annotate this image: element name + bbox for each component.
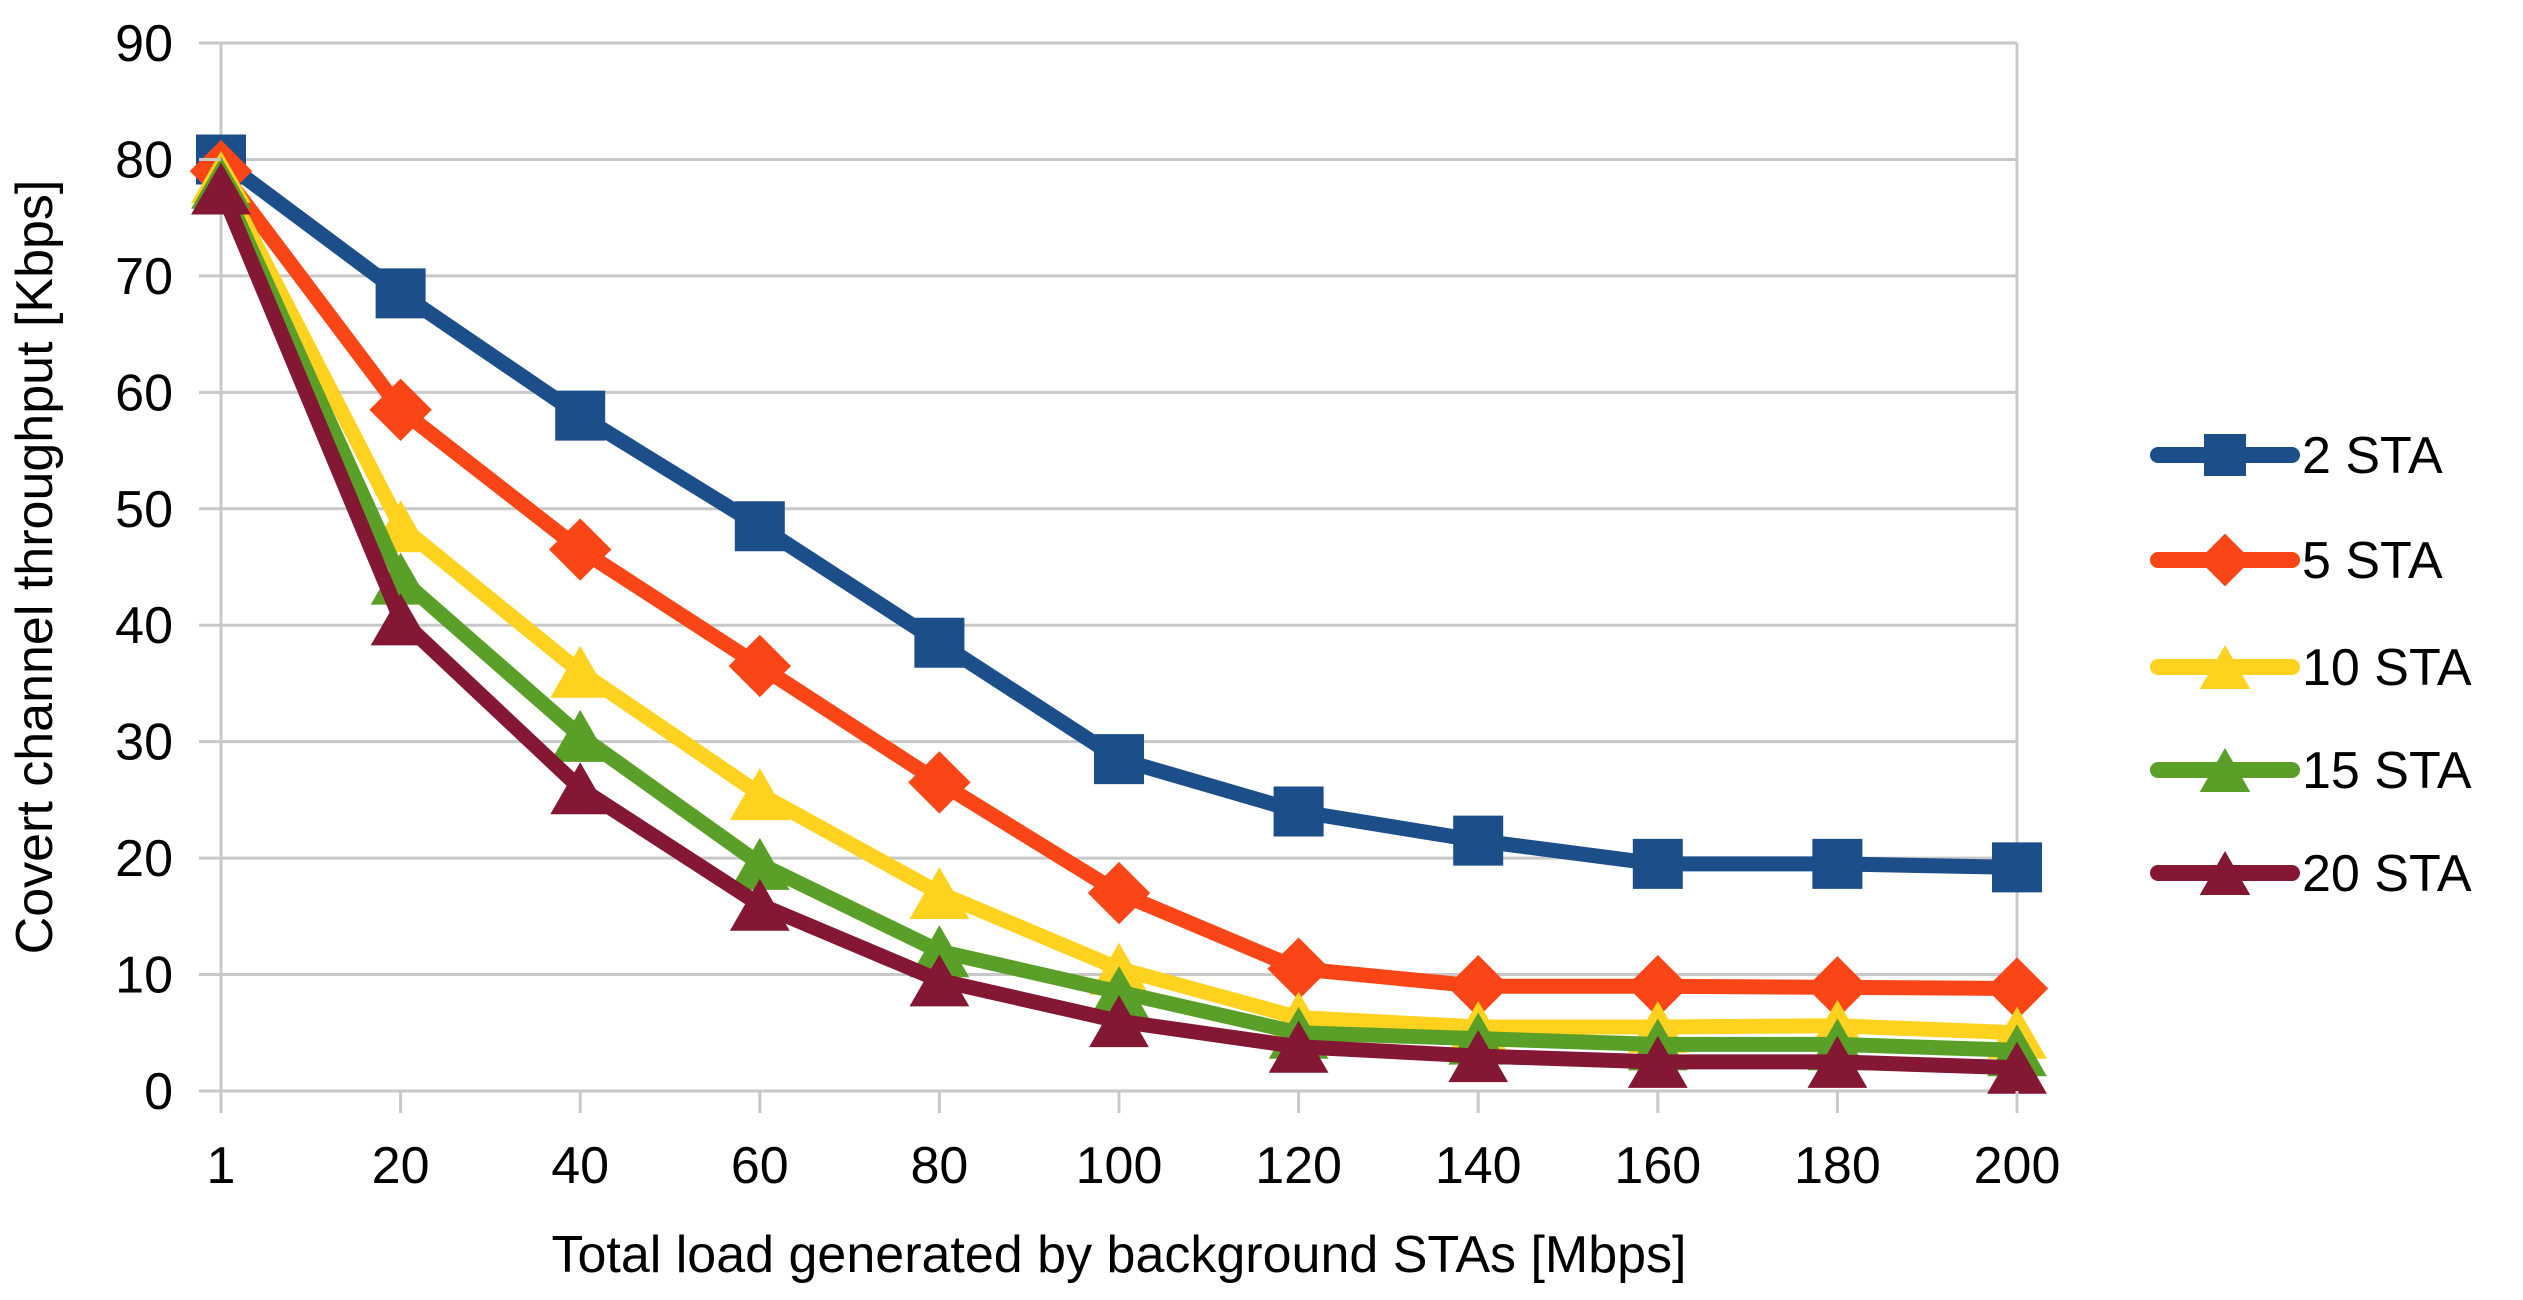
y-tick-label: 50 [115,481,173,539]
diamond-marker [1985,957,2049,1020]
y-tick-label: 80 [115,131,173,189]
triangle-marker [1987,1041,2047,1094]
series-2-STA [196,134,2042,893]
x-tick-label: 140 [1435,1137,1522,1195]
y-tick-label: 0 [144,1063,173,1121]
square-marker [375,268,426,319]
legend-item-5-STA: 5 STA [2150,532,2443,590]
y-tick-label: 30 [115,714,173,772]
square-marker [555,390,606,441]
x-tick-label: 40 [551,1137,609,1195]
triangle-marker [550,762,611,815]
square-marker [734,501,785,552]
legend-item-2-STA: 2 STA [2150,427,2443,485]
diamond-marker [1267,937,1330,1000]
x-tick-label: 60 [731,1137,789,1195]
y-tick-label: 20 [115,830,173,888]
legend-item-20-STA: 20 STA [2150,845,2472,903]
triangle-marker [1448,1030,1509,1083]
triangle-marker [550,645,611,698]
series-20-STA [191,162,2047,1094]
triangle-marker [550,709,611,762]
triangle-marker [909,954,970,1007]
triangle-marker [1089,966,1149,1019]
square-marker [1632,838,1683,889]
triangle-marker [370,593,431,646]
x-tick-label: 160 [1614,1137,1701,1195]
triangle-marker [909,867,970,920]
triangle-marker [1627,1035,1688,1088]
legend: 2 STA 5 STA 10 STA 15 STA 20 STA [2150,427,2472,903]
x-tick-label: 80 [910,1137,968,1195]
y-tick-label: 40 [115,597,173,655]
square-marker [1992,842,2042,893]
y-tick-label: 70 [115,248,173,306]
series-layer [189,134,2049,1094]
diamond-marker [549,518,612,581]
triangle-marker [729,837,790,890]
x-tick-label: 180 [1794,1137,1881,1195]
legend-triangle-marker [2199,851,2251,895]
triangle-marker [729,878,790,931]
legend-label: 20 STA [2302,845,2472,903]
diamond-marker [1447,955,1510,1018]
series-line-20-STA [214,185,2018,1076]
y-tick-label: 10 [115,947,173,1005]
legend-label: 10 STA [2302,639,2472,697]
x-tick-label: 1 [207,1137,236,1195]
y-axis-title: Covert channel throughput [Kbps] [6,180,64,955]
square-marker [1273,786,1324,837]
x-axis-title: Total load generated by background STAs … [551,1226,1686,1284]
legend-item-15-STA: 15 STA [2150,742,2472,800]
x-tick-label: 20 [372,1137,430,1195]
legend-triangle-marker [2199,748,2251,792]
square-marker [1812,838,1863,889]
series-15-STA [191,156,2047,1077]
legend-square-marker [2204,434,2246,476]
series-5-STA [189,139,2049,1020]
diamond-marker [1087,861,1151,925]
diamond-marker [728,634,791,698]
triangle-marker [1268,1020,1329,1073]
diamond-marker [369,378,432,441]
x-tick-label: 200 [1974,1137,2061,1195]
y-tick-label: 90 [115,15,173,73]
diamond-marker [1806,956,1869,1019]
triangle-marker [1089,995,1149,1048]
square-marker [1094,734,1144,785]
legend-triangle-marker [2199,645,2251,689]
legend-diamond-marker [2198,533,2252,587]
triangle-marker [729,768,790,821]
triangle-marker [191,162,251,215]
diamond-marker [1626,955,1689,1018]
square-marker [914,617,965,668]
x-tick-label: 100 [1076,1137,1163,1195]
legend-label: 15 STA [2302,742,2472,800]
triangle-marker [1807,1035,1868,1088]
triangle-marker [909,925,970,978]
diamond-marker [908,751,971,814]
y-tick-label: 60 [115,364,173,422]
x-tick-label: 120 [1255,1137,1342,1195]
legend-label: 5 STA [2302,532,2443,590]
legend-label: 2 STA [2302,427,2443,485]
square-marker [1453,815,1504,866]
legend-item-10-STA: 10 STA [2150,639,2472,697]
